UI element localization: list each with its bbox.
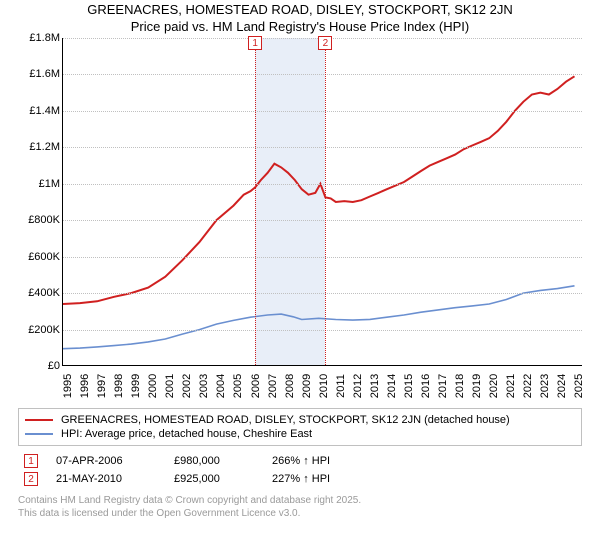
footer-line1: Contains HM Land Registry data © Crown c…: [18, 494, 582, 507]
event-marker: 1: [248, 36, 262, 50]
x-tick-label: 2004: [215, 374, 227, 398]
gridline: [63, 74, 582, 75]
event-date: 21-MAY-2010: [56, 473, 156, 485]
x-tick-label: 2009: [301, 374, 313, 398]
x-tick-label: 1997: [96, 374, 108, 398]
gridline: [63, 111, 582, 112]
x-tick-label: 2011: [335, 374, 347, 398]
event-pct: 266% ↑ HPI: [272, 455, 362, 467]
y-tick-label: £0: [48, 360, 60, 372]
x-tick-label: 2003: [198, 374, 210, 398]
event-line: [255, 38, 256, 365]
y-tick-label: £200K: [28, 324, 60, 336]
gridline: [63, 220, 582, 221]
legend-block: GREENACRES, HOMESTEAD ROAD, DISLEY, STOC…: [18, 408, 582, 520]
series-svg: [63, 38, 583, 366]
x-tick-label: 2018: [454, 374, 466, 398]
x-tick-label: 2006: [250, 374, 262, 398]
event-marker: 2: [318, 36, 332, 50]
x-tick-label: 2005: [232, 374, 244, 398]
x-tick-label: 2024: [556, 374, 568, 398]
legend-label: HPI: Average price, detached house, Ches…: [61, 428, 312, 440]
event-number-box: 2: [24, 472, 38, 486]
event-price: £925,000: [174, 473, 254, 485]
x-tick-label: 2019: [471, 374, 483, 398]
events-table: 1 07-APR-2006 £980,000 266% ↑ HPI 2 21-MAY-20…: [18, 452, 582, 488]
y-tick-label: £1.4M: [29, 105, 60, 117]
y-tick-label: £400K: [28, 287, 60, 299]
x-tick-label: 2015: [403, 374, 415, 398]
x-tick-label: 2008: [284, 374, 296, 398]
event-row: 2 21-MAY-2010 £925,000 227% ↑ HPI: [18, 470, 582, 488]
footer: Contains HM Land Registry data © Crown c…: [18, 494, 582, 520]
x-tick-label: 2023: [539, 374, 551, 398]
gridline: [63, 184, 582, 185]
legend-row: GREENACRES, HOMESTEAD ROAD, DISLEY, STOC…: [25, 413, 575, 427]
x-tick-label: 2016: [420, 374, 432, 398]
plot-area: 12: [62, 38, 582, 366]
x-tick-label: 1996: [79, 374, 91, 398]
x-tick-label: 2007: [267, 374, 279, 398]
x-tick-label: 2021: [505, 374, 517, 398]
event-row: 1 07-APR-2006 £980,000 266% ↑ HPI: [18, 452, 582, 470]
x-tick-label: 2000: [147, 374, 159, 398]
legend-row: HPI: Average price, detached house, Ches…: [25, 427, 575, 441]
y-tick-label: £1.8M: [29, 32, 60, 44]
chart-area: £0 £200K £400K £600K £800K £1M £1.2M £1.4M £1.6M…: [18, 38, 582, 406]
y-tick-label: £1.6M: [29, 68, 60, 80]
y-tick-label: £1M: [39, 178, 60, 190]
legend-label: GREENACRES, HOMESTEAD ROAD, DISLEY, STOC…: [61, 414, 510, 426]
x-tick-label: 2020: [488, 374, 500, 398]
chart-container: GREENACRES, HOMESTEAD ROAD, DISLEY, STOC…: [0, 0, 600, 530]
footer-line2: This data is licensed under the Open Gov…: [18, 507, 582, 520]
event-line: [325, 38, 326, 365]
x-tick-label: 2013: [369, 374, 381, 398]
x-tick-label: 2017: [437, 374, 449, 398]
legend-swatch: [25, 433, 53, 435]
x-tick-label: 1995: [62, 374, 74, 398]
x-tick-label: 1999: [130, 374, 142, 398]
title-subtitle: Price paid vs. HM Land Registry's House …: [8, 19, 592, 34]
x-tick-label: 2010: [318, 374, 330, 398]
x-tick-label: 2025: [573, 374, 585, 398]
event-price: £980,000: [174, 455, 254, 467]
y-tick-label: £600K: [28, 251, 60, 263]
gridline: [63, 293, 582, 294]
title-block: GREENACRES, HOMESTEAD ROAD, DISLEY, STOC…: [8, 2, 592, 34]
gridline: [63, 147, 582, 148]
event-pct: 227% ↑ HPI: [272, 473, 362, 485]
event-date: 07-APR-2006: [56, 455, 156, 467]
x-tick-label: 2002: [181, 374, 193, 398]
y-tick-label: £800K: [28, 214, 60, 226]
x-tick-label: 2001: [164, 374, 176, 398]
y-axis: £0£200K£400K£600K£800K£1M£1.2M£1.4M£1.6M…: [18, 38, 62, 366]
gridline: [63, 257, 582, 258]
x-tick-label: 2022: [522, 374, 534, 398]
event-number-box: 1: [24, 454, 38, 468]
y-tick-label: £1.2M: [29, 141, 60, 153]
x-tick-label: 2014: [386, 374, 398, 398]
legend: GREENACRES, HOMESTEAD ROAD, DISLEY, STOC…: [18, 408, 582, 446]
gridline: [63, 330, 582, 331]
title-address: GREENACRES, HOMESTEAD ROAD, DISLEY, STOC…: [8, 2, 592, 17]
x-tick-label: 1998: [113, 374, 125, 398]
series-hpi: [63, 286, 575, 349]
x-axis: 1995 1996 1997 1998 1999 2000 2001 2002 2003 2004…: [62, 368, 582, 406]
x-tick-label: 2012: [352, 374, 364, 398]
legend-swatch: [25, 419, 53, 421]
